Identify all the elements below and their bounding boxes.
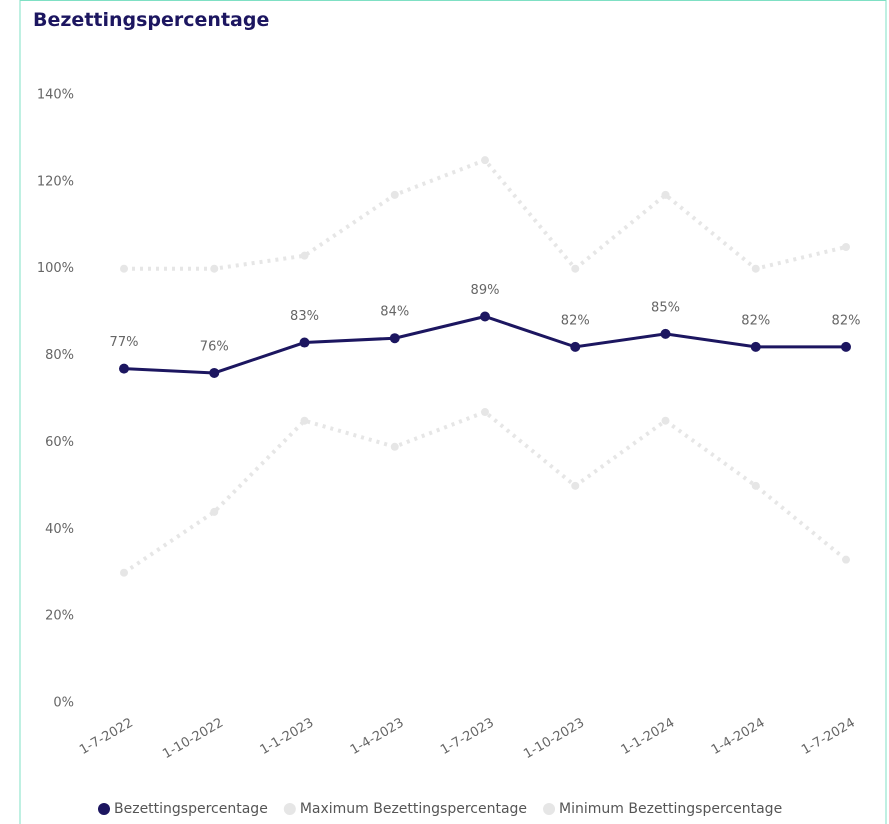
data-label: 82% [561, 313, 590, 328]
y-tick-label: 120% [37, 174, 74, 189]
point [660, 328, 671, 339]
y-tick-label: 140% [37, 88, 74, 103]
legend-marker [283, 803, 296, 815]
legend-marker [543, 803, 556, 815]
data-label: 76% [200, 339, 229, 354]
point [481, 408, 489, 417]
point [300, 416, 309, 425]
point [750, 341, 761, 352]
data-label: 83% [290, 309, 319, 324]
point [570, 341, 581, 352]
point [661, 416, 670, 425]
legend-text: Bezettingspercentage [114, 801, 268, 817]
data-label: 84% [380, 305, 409, 320]
point [481, 156, 489, 165]
frame [19, 0, 887, 824]
point [390, 190, 399, 199]
point [571, 481, 580, 490]
series-line [122, 409, 848, 575]
data-label: 89% [471, 283, 500, 298]
point [120, 264, 128, 273]
point [210, 264, 219, 273]
y-tick-label: 100% [37, 261, 74, 276]
point [299, 337, 310, 348]
point [119, 363, 129, 374]
y-tick-label: 40% [45, 522, 74, 537]
data-label: 77% [110, 335, 139, 350]
point [841, 341, 851, 352]
y-tick-label: 0% [53, 696, 74, 711]
y-tick-label: 20% [45, 609, 74, 624]
data-label: 82% [741, 313, 770, 328]
point [661, 190, 670, 199]
data-label: 82% [832, 313, 861, 328]
point [571, 264, 580, 273]
y-tick-label: 60% [45, 435, 74, 450]
point [842, 243, 850, 251]
point [842, 555, 850, 564]
point [300, 251, 309, 260]
point [751, 481, 760, 490]
legend-marker [98, 803, 110, 815]
point [210, 507, 219, 516]
point [120, 568, 128, 577]
y-tick-label: 80% [45, 348, 74, 363]
legend-text: Maximum Bezettingspercentage [300, 801, 527, 817]
legend-text: Minimum Bezettingspercentage [559, 801, 782, 817]
point [209, 367, 220, 378]
data-label: 85% [651, 300, 680, 315]
point [390, 442, 399, 451]
point [389, 333, 400, 344]
point [480, 311, 490, 322]
point [751, 264, 760, 273]
chart-title: Bezettingspercentage [33, 9, 269, 31]
